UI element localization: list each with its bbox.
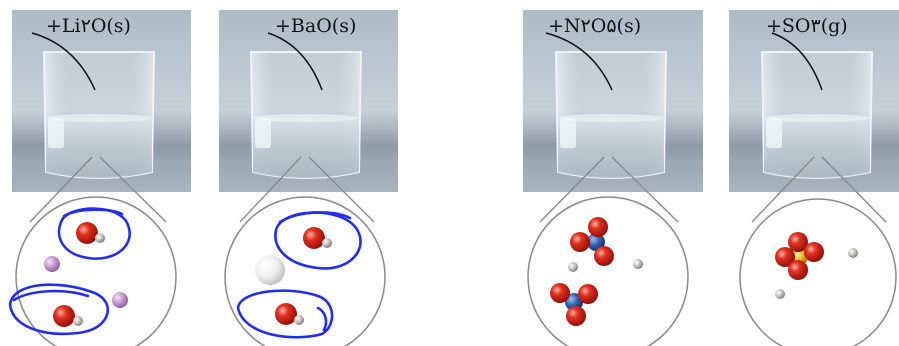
hydrogen-ion xyxy=(633,259,643,269)
label-leader-line xyxy=(545,32,613,91)
hydrogen-ion xyxy=(775,289,785,299)
label-leader-line xyxy=(267,32,323,91)
hand-annotation xyxy=(8,207,131,336)
panel-li2o xyxy=(8,10,191,346)
lithium-ion xyxy=(112,292,128,308)
beaker-photo xyxy=(12,10,191,192)
panel-so3 xyxy=(729,10,899,346)
beaker-label-li2o: +Li۲O(s) xyxy=(46,15,131,37)
sulfate-ion xyxy=(775,232,824,280)
panel-n2o5 xyxy=(523,10,703,346)
beaker-label-bao: +BaO(s) xyxy=(275,15,357,37)
label-leader-line xyxy=(771,32,823,91)
beaker-photo xyxy=(729,10,899,192)
hand-annotation xyxy=(236,211,362,339)
magnifier-cone xyxy=(224,156,386,346)
label-leader-line xyxy=(31,32,96,91)
water-molecule xyxy=(275,303,304,325)
beaker-label-n2o5: +N۲O۵(s) xyxy=(548,15,642,37)
nitrate-ion xyxy=(570,217,614,266)
hydrogen-ion xyxy=(568,262,578,272)
lithium-ion xyxy=(44,256,60,272)
water-molecule xyxy=(303,227,332,249)
barium-ion xyxy=(255,255,285,285)
particles xyxy=(775,232,858,299)
beaker-label-so3: +SO۳(g) xyxy=(766,15,848,37)
magnifier-cone xyxy=(527,156,689,346)
nitrate-ion xyxy=(550,283,598,326)
panel-bao xyxy=(219,10,398,346)
water-molecule xyxy=(76,222,105,244)
particles xyxy=(44,222,128,327)
magnifier-cone xyxy=(739,156,897,346)
beaker-photo xyxy=(219,10,398,192)
particles xyxy=(550,217,643,326)
beaker-photo xyxy=(523,10,703,192)
particles xyxy=(255,227,332,325)
hydrogen-ion xyxy=(848,248,858,258)
water-molecule xyxy=(53,305,83,327)
